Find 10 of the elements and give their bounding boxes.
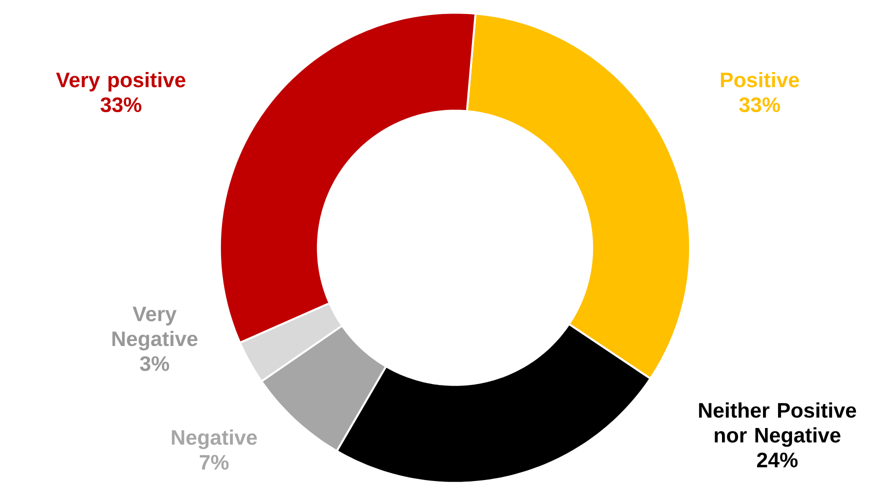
data-label: 3%	[140, 356, 170, 371]
slice-label: Very Negative	[112, 306, 198, 350]
data-label: 24%	[757, 452, 798, 468]
data-label: 33%	[739, 97, 780, 112]
data-label: 33%	[100, 97, 142, 112]
data-label: 7%	[200, 454, 229, 470]
slice-label: Neither Positive nor Negative	[699, 402, 856, 447]
slice-label: Positive	[720, 72, 799, 88]
slice-label: Negative	[172, 429, 257, 449]
slice-label: Very positive	[56, 72, 186, 92]
